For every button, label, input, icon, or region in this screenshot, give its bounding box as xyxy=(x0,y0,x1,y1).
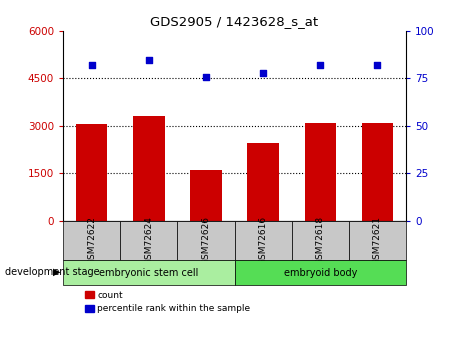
Text: GSM72624: GSM72624 xyxy=(144,216,153,265)
Bar xyxy=(190,169,222,221)
Bar xyxy=(304,124,336,221)
FancyBboxPatch shape xyxy=(349,221,406,260)
Point xyxy=(317,62,324,68)
FancyBboxPatch shape xyxy=(235,260,406,285)
Text: development stage: development stage xyxy=(5,267,99,276)
Title: GDS2905 / 1423628_s_at: GDS2905 / 1423628_s_at xyxy=(151,16,318,29)
Bar xyxy=(76,124,107,221)
FancyBboxPatch shape xyxy=(177,221,235,260)
Point xyxy=(88,62,95,68)
Point xyxy=(259,70,267,76)
FancyBboxPatch shape xyxy=(292,221,349,260)
Legend: count, percentile rank within the sample: count, percentile rank within the sample xyxy=(85,291,251,313)
Text: embryonic stem cell: embryonic stem cell xyxy=(99,268,198,277)
Bar xyxy=(133,117,165,221)
Point xyxy=(374,62,381,68)
Text: GSM72622: GSM72622 xyxy=(87,216,96,265)
FancyBboxPatch shape xyxy=(235,221,292,260)
Point xyxy=(145,57,152,62)
Text: GSM72621: GSM72621 xyxy=(373,216,382,265)
Text: GSM72626: GSM72626 xyxy=(202,216,211,265)
Text: ▶: ▶ xyxy=(53,267,61,276)
Bar xyxy=(248,143,279,221)
FancyBboxPatch shape xyxy=(63,260,235,285)
Text: embryoid body: embryoid body xyxy=(284,268,357,277)
Text: GSM72618: GSM72618 xyxy=(316,216,325,265)
Text: GSM72616: GSM72616 xyxy=(258,216,267,265)
Bar xyxy=(362,123,393,221)
Point xyxy=(202,74,210,79)
FancyBboxPatch shape xyxy=(120,221,177,260)
FancyBboxPatch shape xyxy=(63,221,120,260)
